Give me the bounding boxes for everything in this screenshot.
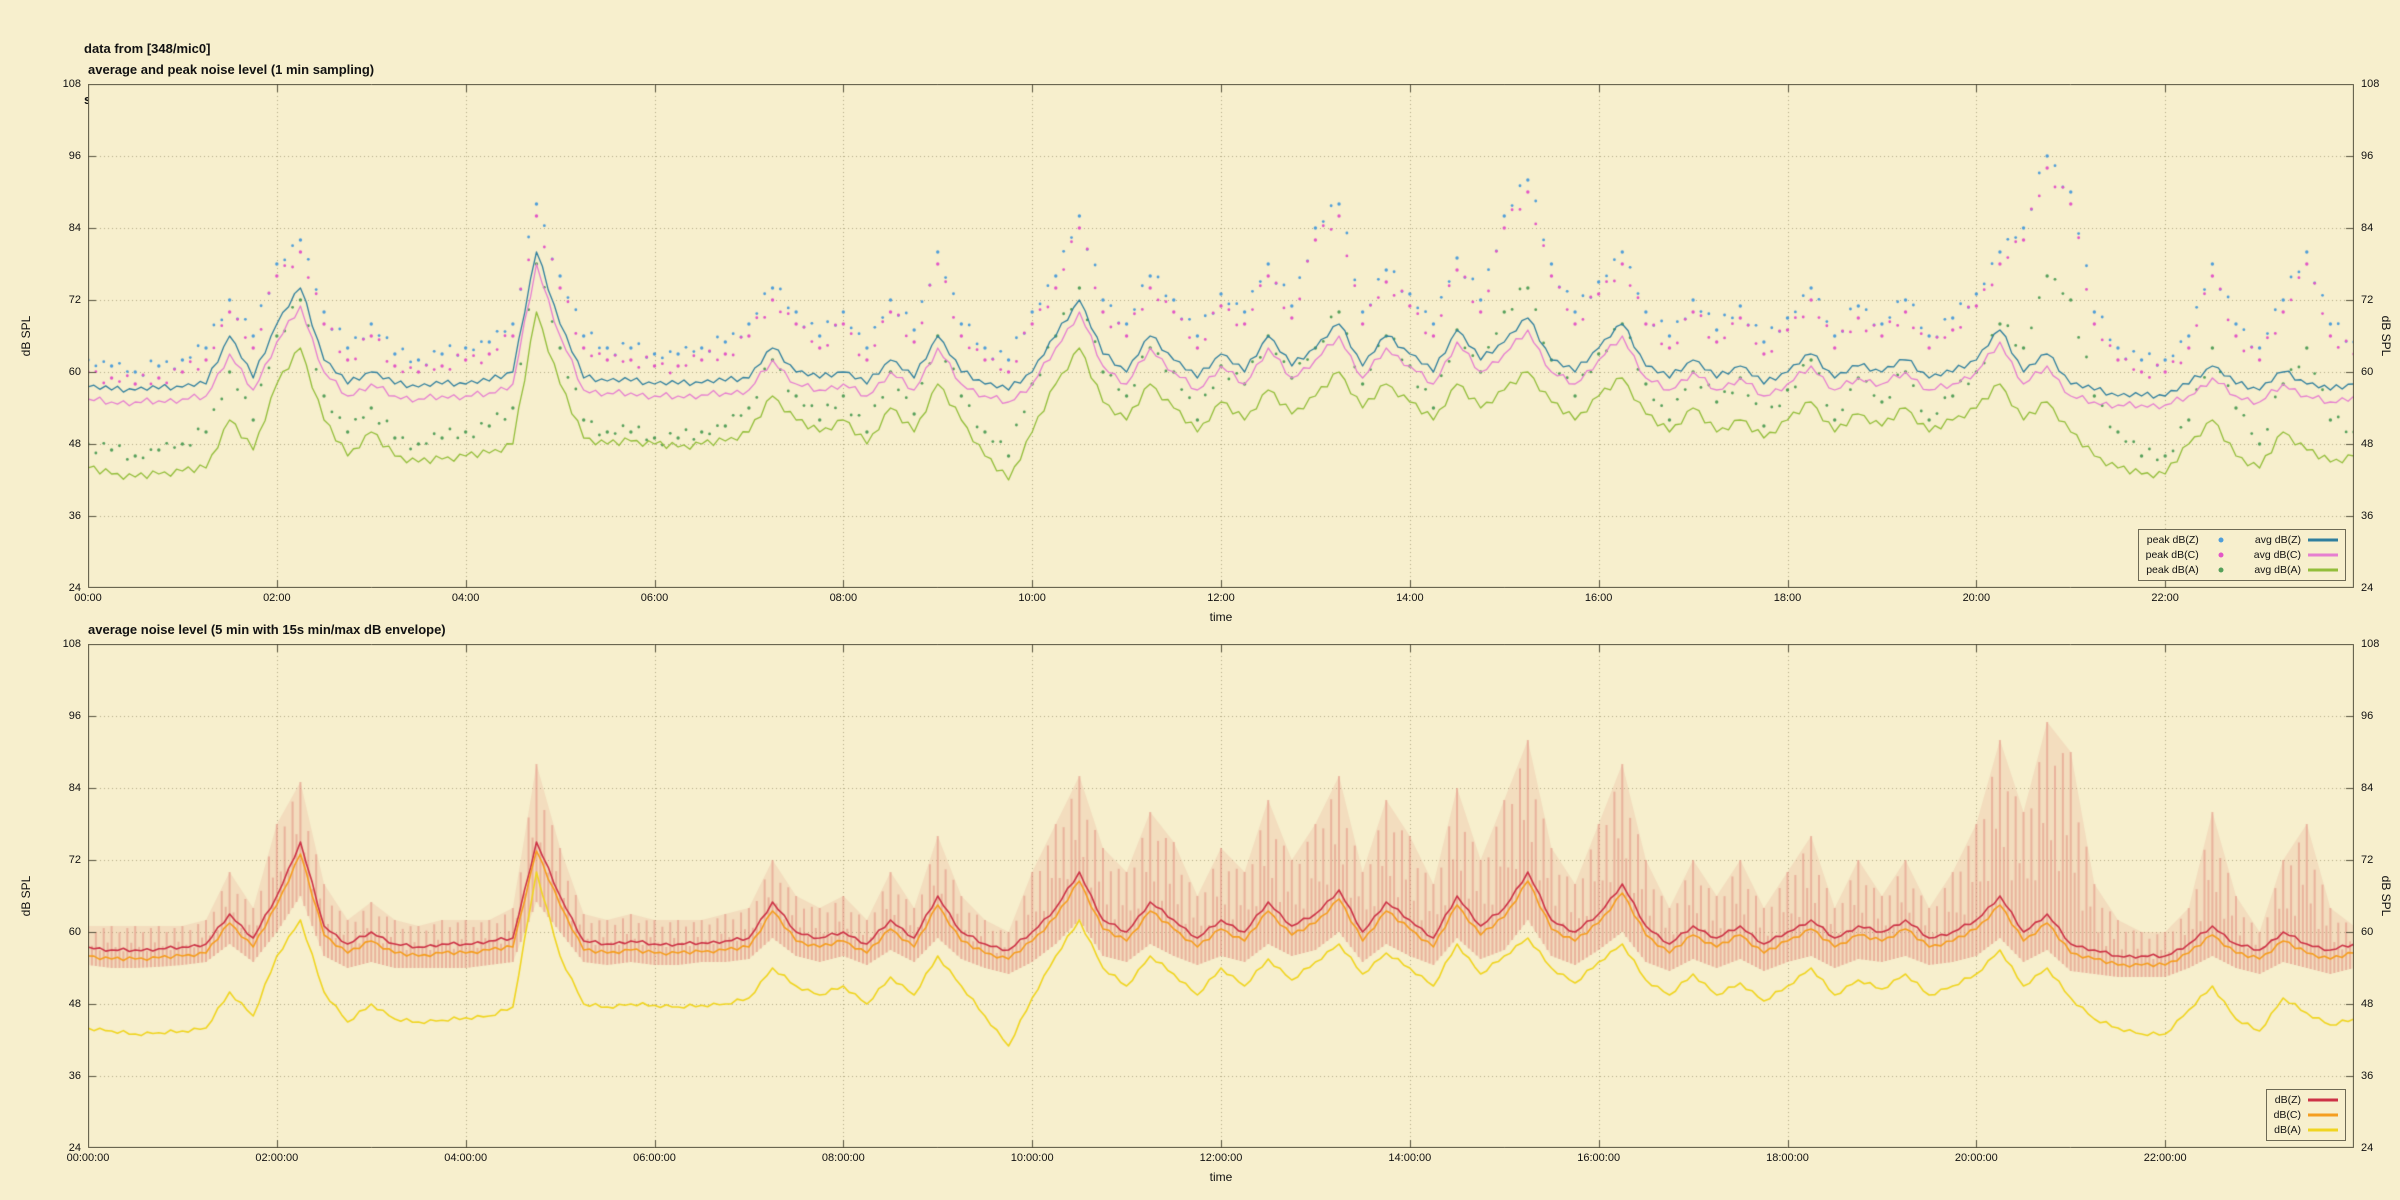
legend-label: peak dB(Z) <box>2146 534 2199 546</box>
x-tick-label: 08:00:00 <box>821 1152 865 1164</box>
legend-line-swatch <box>2308 1094 2338 1106</box>
y-tick-label: 24 <box>2361 1142 2374 1154</box>
y-tick-label: 48 <box>68 438 81 450</box>
y-tick-label: 108 <box>2361 78 2380 90</box>
y-tick-label: 72 <box>68 294 81 306</box>
y-tick-label: 36 <box>2361 1070 2374 1082</box>
legend-line-swatch <box>2308 564 2338 576</box>
chart-legend: peak dB(Z) peak dB(C) peak dB(A) avg dB(Z) a… <box>2137 529 2346 581</box>
y-tick-label: 72 <box>2361 854 2374 866</box>
x-tick-label: 18:00 <box>1773 592 1802 604</box>
x-tick-label: 20:00:00 <box>1954 1152 1998 1164</box>
x-tick-label: 22:00 <box>2151 592 2179 604</box>
top-chart-title: average and peak noise level (1 min samp… <box>88 62 375 77</box>
x-tick-label: 18:00:00 <box>1766 1152 1809 1164</box>
y-tick-label: 84 <box>2361 782 2374 794</box>
legend-label: avg dB(A) <box>2254 564 2301 576</box>
bottom-chart-plot: 00:00:00 02:00:00 04:00:00 06:00:00 08:00:00… <box>63 638 2380 1164</box>
x-tick-label: 10:00 <box>1018 592 1046 604</box>
x-tick-label: 12:00:00 <box>1199 1152 1243 1164</box>
y-tick-label: 48 <box>2361 438 2374 450</box>
legend-label: avg dB(C) <box>2253 549 2301 561</box>
x-tick-label: 04:00:00 <box>444 1152 488 1164</box>
legend-item: peak dB(A) <box>2146 563 2236 577</box>
top-chart-ylabel-right: dB SPL <box>2379 315 2393 357</box>
y-tick-label: 96 <box>68 710 81 722</box>
x-tick-label: 06:00:00 <box>633 1152 676 1164</box>
chart-legend: dB(Z) dB(C) dB(A) <box>2265 1089 2346 1141</box>
legend-label: dB(C) <box>2273 1109 2301 1121</box>
x-tick-label: 16:00 <box>1584 592 1613 604</box>
y-tick-label: 84 <box>2361 222 2374 234</box>
legend-label: dB(Z) <box>2274 1094 2301 1106</box>
x-tick-label: 08:00 <box>829 592 858 604</box>
y-tick-label: 60 <box>2361 926 2374 938</box>
y-tick-label: 48 <box>2361 998 2374 1010</box>
legend-point-swatch <box>2206 534 2236 546</box>
y-tick-label: 96 <box>2361 710 2374 722</box>
y-tick-label: 84 <box>68 782 81 794</box>
x-tick-label: 04:00 <box>451 592 480 604</box>
bottom-chart-ylabel-left: dB SPL <box>19 875 33 917</box>
y-tick-label: 60 <box>68 926 81 938</box>
y-tick-label: 24 <box>68 1142 81 1154</box>
y-tick-label: 72 <box>2361 294 2374 306</box>
y-tick-label: 36 <box>68 510 81 522</box>
legend-item: dB(A) <box>2274 1123 2338 1137</box>
bottom-chart-canvas <box>88 644 2354 1148</box>
x-tick-label: 00:00:00 <box>66 1152 110 1164</box>
legend-line-swatch <box>2308 1124 2338 1136</box>
bottom-chart-ylabel-right: dB SPL <box>2379 875 2393 917</box>
legend-point-swatch <box>2206 549 2236 561</box>
legend-label: avg dB(Z) <box>2254 534 2301 546</box>
header-source-line: data from [348/mic0] <box>84 41 211 56</box>
legend-item: avg dB(C) <box>2254 548 2338 562</box>
y-tick-label: 60 <box>2361 366 2374 378</box>
legend-line-swatch <box>2308 1109 2338 1121</box>
legend-line-swatch <box>2308 534 2338 546</box>
y-tick-label: 36 <box>68 1070 81 1082</box>
x-tick-label: 20:00 <box>1962 592 1991 604</box>
x-tick-label: 06:00 <box>640 592 669 604</box>
x-tick-label: 02:00 <box>263 592 291 604</box>
x-tick-label: 22:00:00 <box>2143 1152 2187 1164</box>
top-chart-xlabel: time <box>1209 610 1233 624</box>
legend-item: avg dB(A) <box>2254 563 2338 577</box>
x-tick-label: 12:00 <box>1207 592 1235 604</box>
legend-item: peak dB(C) <box>2146 548 2236 562</box>
bottom-chart-title: average noise level (5 min with 15s min/… <box>88 622 446 637</box>
legend-label: peak dB(C) <box>2145 549 2199 561</box>
x-tick-label: 00:00 <box>74 592 102 604</box>
legend-point-swatch <box>2206 564 2236 576</box>
x-tick-label: 10:00:00 <box>1010 1152 1054 1164</box>
top-chart-plot: 00:00 02:00 04:00 06:00 08:00 10:00 12:00 14:00… <box>63 78 2380 604</box>
legend-item: dB(C) <box>2274 1108 2338 1122</box>
y-tick-label: 108 <box>62 78 81 90</box>
legend-item: dB(Z) <box>2274 1093 2338 1107</box>
x-tick-label: 14:00:00 <box>1388 1152 1432 1164</box>
legend-line-swatch <box>2308 549 2338 561</box>
y-tick-label: 24 <box>68 582 81 594</box>
y-tick-label: 72 <box>68 854 81 866</box>
legend-item: peak dB(Z) <box>2146 533 2236 547</box>
y-tick-label: 96 <box>68 150 81 162</box>
y-tick-label: 36 <box>2361 510 2374 522</box>
legend-label: peak dB(A) <box>2146 564 2199 576</box>
y-tick-label: 24 <box>2361 582 2374 594</box>
bottom-chart-xlabel: time <box>1209 1170 1233 1184</box>
legend-item: avg dB(Z) <box>2254 533 2338 547</box>
y-tick-label: 48 <box>68 998 81 1010</box>
top-chart-ylabel-left: dB SPL <box>19 315 33 357</box>
top-chart-canvas <box>88 84 2354 588</box>
y-tick-label: 96 <box>2361 150 2374 162</box>
x-tick-label: 16:00:00 <box>1577 1152 1621 1164</box>
x-tick-label: 14:00 <box>1396 592 1424 604</box>
y-tick-label: 108 <box>62 638 81 650</box>
x-tick-label: 02:00:00 <box>255 1152 299 1164</box>
y-tick-label: 60 <box>68 366 81 378</box>
y-tick-label: 84 <box>68 222 81 234</box>
y-tick-label: 108 <box>2361 638 2380 650</box>
legend-label: dB(A) <box>2274 1124 2301 1136</box>
